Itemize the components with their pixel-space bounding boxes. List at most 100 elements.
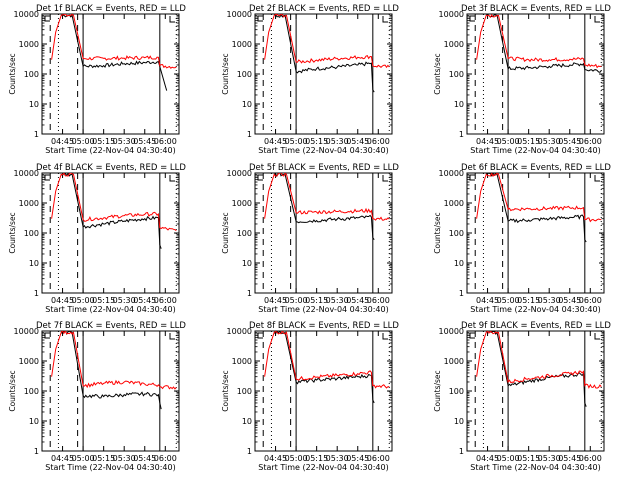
- x-tick-label: 04:45: [51, 454, 74, 463]
- y-tick-label: 100: [237, 70, 252, 79]
- plot-frame: [466, 172, 605, 294]
- x-tick-label: 05:45: [558, 296, 581, 305]
- y-tick-label: 10: [454, 417, 464, 426]
- x-axis-label: Start Time (22-Nov-04 04:30:40): [258, 463, 388, 472]
- events-series-line: [485, 173, 587, 243]
- corner-mark: [169, 175, 175, 182]
- events-series-line: [274, 173, 375, 240]
- lld-series-line: [476, 173, 602, 223]
- x-tick-label: 05:15: [305, 454, 328, 463]
- x-tick-label: 05:00: [285, 296, 308, 305]
- plot-frame: [41, 172, 180, 294]
- series-group: [51, 331, 177, 410]
- x-tick-label: 05:15: [517, 454, 540, 463]
- corner-mark: [469, 174, 475, 181]
- y-tick-label: 1: [34, 130, 39, 139]
- y-tick-label: 100: [237, 229, 252, 238]
- y-axis-label: Counts/sec: [8, 370, 17, 411]
- y-axis-label: Counts/sec: [433, 370, 442, 411]
- lld-series-line: [51, 331, 177, 390]
- y-tick-label: 100: [449, 387, 464, 396]
- y-tick-label: 1000: [444, 40, 464, 49]
- detector-panel-5: Det 5f BLACK = Events, RED = LLD 1 10 100 10…: [221, 163, 399, 314]
- x-tick-label: 06:00: [367, 137, 390, 146]
- y-axis-label: Counts/sec: [8, 212, 17, 253]
- events-series-line: [485, 14, 602, 73]
- x-tick-label: 05:00: [72, 137, 95, 146]
- corner-mark: [382, 175, 388, 182]
- y-tick-label: 1: [34, 289, 39, 298]
- corner-mark: [169, 333, 175, 340]
- y-tick-label: 10000: [439, 327, 464, 336]
- panel-title: Det 1f BLACK = Events, RED = LLD: [36, 4, 186, 14]
- y-tick-label: 1000: [232, 40, 252, 49]
- x-tick-label: 05:45: [133, 296, 156, 305]
- x-tick-label: 05:30: [326, 296, 349, 305]
- y-tick-label: 10000: [14, 169, 39, 178]
- x-tick-label: 05:15: [517, 137, 540, 146]
- detector-panel-1: Det 1f BLACK = Events, RED = LLD 1 10 100 10…: [8, 4, 186, 155]
- y-axis-label: Counts/sec: [221, 370, 230, 411]
- y-axis-label: Counts/sec: [433, 212, 442, 253]
- panel-title: Det 2f BLACK = Events, RED = LLD: [249, 4, 399, 14]
- detector-panel-7: Det 7f BLACK = Events, RED = LLD 1 10 100 10…: [8, 321, 186, 472]
- events-series-line: [273, 14, 375, 93]
- x-tick-label: 05:30: [113, 137, 136, 146]
- y-tick-label: 10: [242, 100, 252, 109]
- x-tick-label: 04:45: [51, 296, 74, 305]
- corner-mark: [44, 332, 50, 339]
- x-tick-label: 05:30: [113, 296, 136, 305]
- events-series-line: [273, 331, 375, 404]
- series-group: [264, 173, 390, 240]
- x-tick-label: 06:00: [154, 454, 177, 463]
- plot-frame: [41, 330, 180, 452]
- corner-mark: [469, 332, 475, 339]
- x-tick-label: 05:15: [517, 296, 540, 305]
- detector-panel-8: Det 8f BLACK = Events, RED = LLD 1 10 100 10…: [221, 321, 399, 472]
- detector-panel-3: Det 3f BLACK = Events, RED = LLD 1 10 100 10…: [433, 4, 611, 155]
- x-tick-label: 05:15: [92, 296, 115, 305]
- panel-title: Det 8f BLACK = Events, RED = LLD: [249, 321, 399, 331]
- plot-frame: [254, 172, 393, 294]
- x-tick-label: 06:00: [579, 137, 602, 146]
- y-tick-label: 10000: [439, 169, 464, 178]
- x-tick-label: 05:45: [558, 454, 581, 463]
- y-tick-label: 10: [29, 417, 39, 426]
- series-group: [264, 331, 390, 404]
- detector-panel-6: Det 6f BLACK = Events, RED = LLD 1 10 100 10…: [433, 163, 611, 314]
- x-tick-label: 05:45: [346, 454, 369, 463]
- y-tick-label: 1000: [232, 199, 252, 208]
- y-tick-label: 100: [24, 70, 39, 79]
- x-axis-label: Start Time (22-Nov-04 04:30:40): [45, 146, 175, 155]
- corner-mark: [44, 15, 50, 22]
- corner-mark: [44, 174, 50, 181]
- x-tick-label: 05:45: [346, 296, 369, 305]
- plot-frame: [466, 330, 605, 452]
- plot-frame: [254, 13, 393, 135]
- y-tick-label: 100: [24, 387, 39, 396]
- corner-mark: [469, 15, 475, 22]
- plot-frame: [466, 13, 605, 135]
- x-tick-label: 05:30: [538, 137, 561, 146]
- lld-series-line: [51, 173, 177, 232]
- x-tick-label: 05:00: [497, 137, 520, 146]
- panel-title: Det 3f BLACK = Events, RED = LLD: [461, 4, 611, 14]
- lld-series-line: [476, 331, 602, 389]
- y-tick-label: 10: [29, 100, 39, 109]
- lld-series-line: [264, 331, 390, 389]
- x-axis-label: Start Time (22-Nov-04 04:30:40): [258, 146, 388, 155]
- x-tick-label: 05:45: [133, 454, 156, 463]
- x-tick-label: 06:00: [367, 454, 390, 463]
- x-axis-label: Start Time (22-Nov-04 04:30:40): [470, 305, 600, 314]
- x-tick-label: 04:45: [476, 137, 499, 146]
- x-tick-label: 04:45: [264, 137, 287, 146]
- panel-title: Det 9f BLACK = Events, RED = LLD: [461, 321, 611, 331]
- x-tick-label: 04:45: [476, 296, 499, 305]
- x-tick-label: 06:00: [579, 296, 602, 305]
- panel-title: Det 4f BLACK = Events, RED = LLD: [36, 163, 186, 173]
- corner-mark: [257, 174, 263, 181]
- lld-series-line: [51, 14, 177, 69]
- x-tick-label: 05:00: [497, 454, 520, 463]
- series-group: [51, 173, 177, 249]
